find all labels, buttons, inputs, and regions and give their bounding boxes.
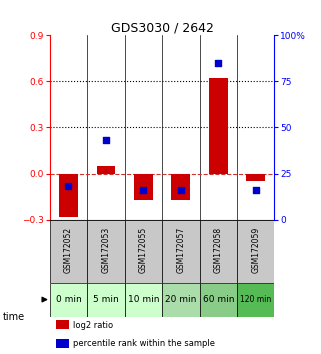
Bar <box>134 173 153 200</box>
Bar <box>50 282 87 316</box>
Bar <box>247 173 265 181</box>
Bar <box>87 282 125 316</box>
Text: GSM172055: GSM172055 <box>139 227 148 273</box>
Bar <box>162 282 200 316</box>
Point <box>141 187 146 193</box>
Bar <box>200 219 237 282</box>
Text: log2 ratio: log2 ratio <box>73 320 114 330</box>
Text: GSM172053: GSM172053 <box>101 227 110 273</box>
Bar <box>125 219 162 282</box>
Text: time: time <box>3 312 25 322</box>
Point <box>66 184 71 189</box>
Bar <box>237 219 274 282</box>
Bar <box>87 219 125 282</box>
Point <box>216 60 221 66</box>
Point <box>253 187 258 193</box>
Text: 0 min: 0 min <box>56 295 81 304</box>
Bar <box>97 166 115 173</box>
Text: 60 min: 60 min <box>203 295 234 304</box>
Text: GSM172058: GSM172058 <box>214 227 223 273</box>
Bar <box>171 173 190 200</box>
Title: GDS3030 / 2642: GDS3030 / 2642 <box>111 21 213 34</box>
Text: GSM172052: GSM172052 <box>64 227 73 273</box>
Bar <box>200 282 237 316</box>
Bar <box>162 219 200 282</box>
Point <box>103 138 108 143</box>
Bar <box>209 78 228 173</box>
Bar <box>56 338 69 348</box>
Text: percentile rank within the sample: percentile rank within the sample <box>73 339 215 348</box>
Text: GSM172059: GSM172059 <box>251 227 260 273</box>
Bar <box>125 282 162 316</box>
Text: 10 min: 10 min <box>128 295 159 304</box>
Point <box>178 187 183 193</box>
Bar <box>59 173 78 217</box>
Bar <box>56 320 69 329</box>
Text: GSM172057: GSM172057 <box>176 227 185 273</box>
Text: 20 min: 20 min <box>165 295 196 304</box>
Text: 5 min: 5 min <box>93 295 119 304</box>
Text: 120 min: 120 min <box>240 295 271 304</box>
Bar <box>50 219 87 282</box>
Bar <box>237 282 274 316</box>
